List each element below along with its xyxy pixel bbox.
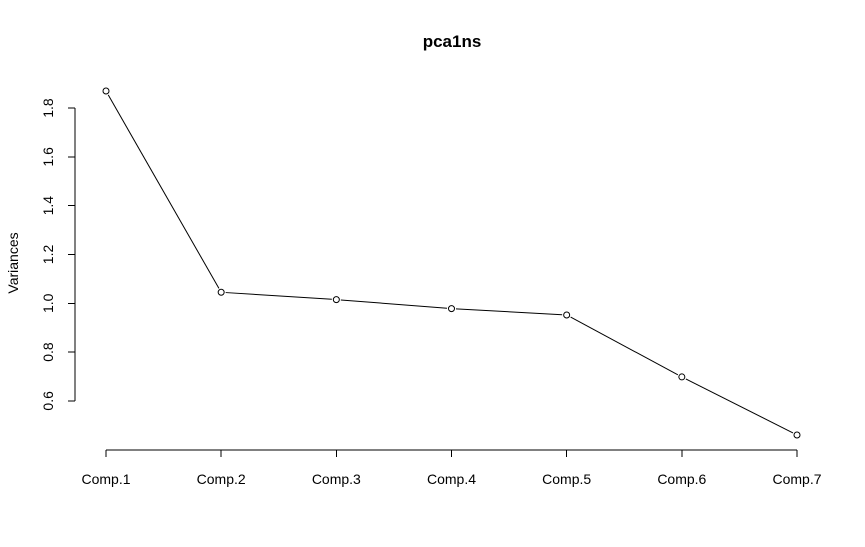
- series-line-segment: [455, 308, 563, 316]
- y-axis: 0.6 0.8 1.0 1.2 1.4 1.6 1.8: [40, 98, 76, 411]
- y-tick-label: 1.8: [40, 98, 56, 118]
- x-tick-label: Comp.6: [657, 471, 706, 487]
- series-line-segment: [340, 299, 448, 309]
- x-tick-label: Comp.5: [542, 471, 591, 487]
- data-point: [102, 87, 110, 95]
- x-tick-label: Comp.4: [427, 471, 476, 487]
- x-tick-label: Comp.1: [81, 471, 130, 487]
- data-point: [563, 311, 571, 319]
- series-line-segment: [107, 94, 220, 289]
- x-axis: Comp.1 Comp.2 Comp.3 Comp.4 Comp.5 Comp.6 Comp…: [81, 449, 822, 487]
- data-point: [678, 373, 686, 381]
- data-point: [793, 431, 801, 439]
- y-tick-label: 0.6: [40, 391, 56, 411]
- data-point: [448, 305, 455, 313]
- y-tick-label: 1.0: [40, 293, 56, 313]
- series-line-segment: [225, 292, 332, 300]
- series-line-segment: [685, 378, 794, 434]
- x-tick-label: Comp.3: [312, 471, 361, 487]
- y-tick-label: 1.4: [40, 196, 56, 216]
- y-tick-label: 1.2: [40, 245, 56, 265]
- x-tick-label: Comp.2: [197, 471, 246, 487]
- data-point: [332, 296, 340, 304]
- data-point: [217, 288, 225, 296]
- variance-series: [102, 87, 801, 439]
- series-line-segment: [570, 316, 679, 376]
- chart-title: pca1ns: [423, 32, 482, 51]
- y-tick-label: 1.6: [40, 147, 56, 167]
- y-tick-label: 0.8: [40, 342, 56, 362]
- y-axis-label: Variances: [5, 232, 21, 293]
- x-tick-label: Comp.7: [772, 471, 821, 487]
